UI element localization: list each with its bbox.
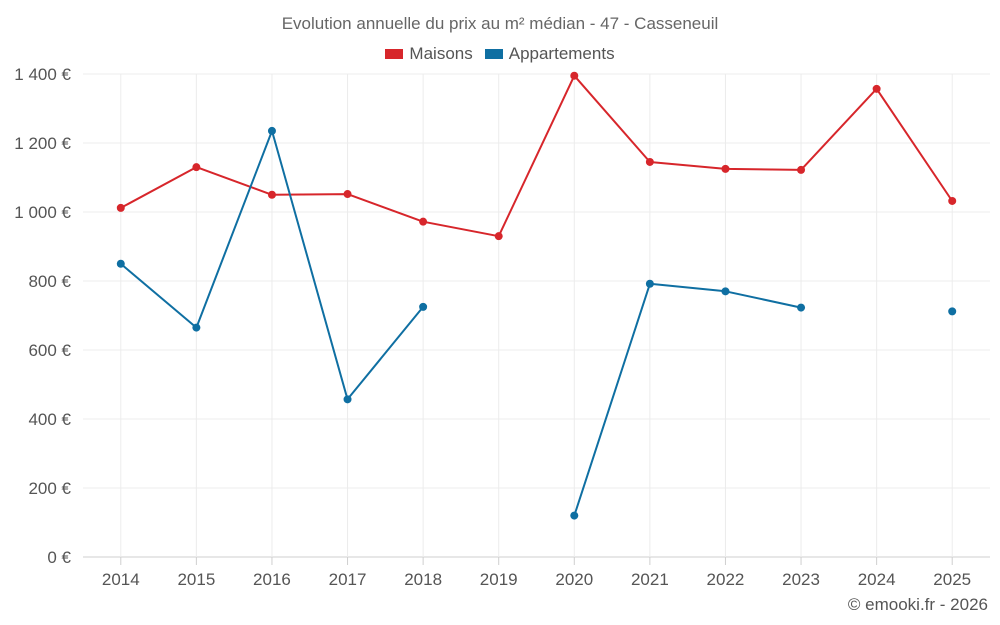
y-tick-label: 400 €	[28, 410, 71, 429]
y-tick-label: 0 €	[47, 548, 71, 567]
data-point-maisons-2019[interactable]	[494, 232, 503, 241]
legend-item-appartements[interactable]: Appartements	[484, 44, 615, 64]
x-tick-label: 2021	[631, 570, 669, 589]
data-point-maisons-2016[interactable]	[267, 190, 276, 199]
data-point-maisons-2023[interactable]	[797, 165, 806, 174]
y-tick-label: 1 400 €	[14, 65, 71, 84]
series-line-appartements	[573, 282, 802, 516]
data-point-appartements-2015[interactable]	[192, 323, 201, 332]
data-point-maisons-2022[interactable]	[721, 164, 730, 173]
grid	[83, 73, 990, 558]
data-point-maisons-2020[interactable]	[570, 71, 579, 80]
legend: Maisons Appartements	[0, 44, 1000, 64]
legend-swatch-maisons	[385, 49, 404, 59]
y-tick-label: 200 €	[28, 479, 71, 498]
data-point-appartements-2021[interactable]	[645, 279, 654, 288]
data-point-appartements-2022[interactable]	[721, 287, 730, 296]
x-tick-label: 2017	[329, 570, 367, 589]
x-axis: 2014 2015 2016 2017 2018 2019 2020 2021 2022 2023…	[102, 557, 971, 589]
y-tick-label: 800 €	[28, 272, 71, 291]
series-line-maisons	[120, 74, 954, 238]
data-point-appartements-2014[interactable]	[116, 259, 125, 268]
data-point-maisons-2018[interactable]	[419, 217, 428, 226]
data-point-maisons-2024[interactable]	[872, 84, 881, 93]
legend-item-maisons[interactable]: Maisons	[385, 44, 473, 64]
data-point-appartements-2025[interactable]	[948, 307, 957, 316]
data-point-appartements-2020[interactable]	[570, 511, 579, 520]
series-points	[116, 71, 957, 520]
y-tick-label: 600 €	[28, 341, 71, 360]
data-point-maisons-2014[interactable]	[116, 203, 125, 212]
chart-title: Evolution annuelle du prix au m² médian …	[281, 14, 719, 33]
x-tick-label: 2014	[102, 570, 140, 589]
x-tick-label: 2025	[933, 570, 971, 589]
x-tick-label: 2020	[555, 570, 593, 589]
data-point-appartements-2023[interactable]	[797, 303, 806, 312]
data-point-maisons-2017[interactable]	[343, 190, 352, 199]
data-point-maisons-2021[interactable]	[645, 157, 654, 166]
y-axis: 0 € 200 € 400 € 600 € 800 € 1 000 € 1 200 € 1 4…	[14, 65, 71, 567]
x-tick-label: 2024	[858, 570, 896, 589]
data-point-maisons-2025[interactable]	[948, 196, 957, 205]
data-point-appartements-2016[interactable]	[267, 126, 276, 135]
credit: © emooki.fr - 2026	[847, 595, 988, 614]
y-tick-label: 1 000 €	[14, 203, 71, 222]
data-point-appartements-2017[interactable]	[343, 395, 352, 404]
y-tick-label: 1 200 €	[14, 134, 71, 153]
x-tick-label: 2016	[253, 570, 291, 589]
legend-label-maisons: Maisons	[409, 44, 473, 63]
data-point-appartements-2018[interactable]	[419, 302, 428, 311]
legend-swatch-appartements	[484, 49, 503, 59]
data-point-maisons-2015[interactable]	[192, 163, 201, 172]
series-lines	[120, 74, 954, 516]
x-tick-label: 2022	[707, 570, 745, 589]
x-tick-label: 2019	[480, 570, 518, 589]
legend-label-appartements: Appartements	[508, 44, 615, 63]
x-tick-label: 2023	[782, 570, 820, 589]
x-tick-label: 2018	[404, 570, 442, 589]
x-tick-label: 2015	[177, 570, 215, 589]
